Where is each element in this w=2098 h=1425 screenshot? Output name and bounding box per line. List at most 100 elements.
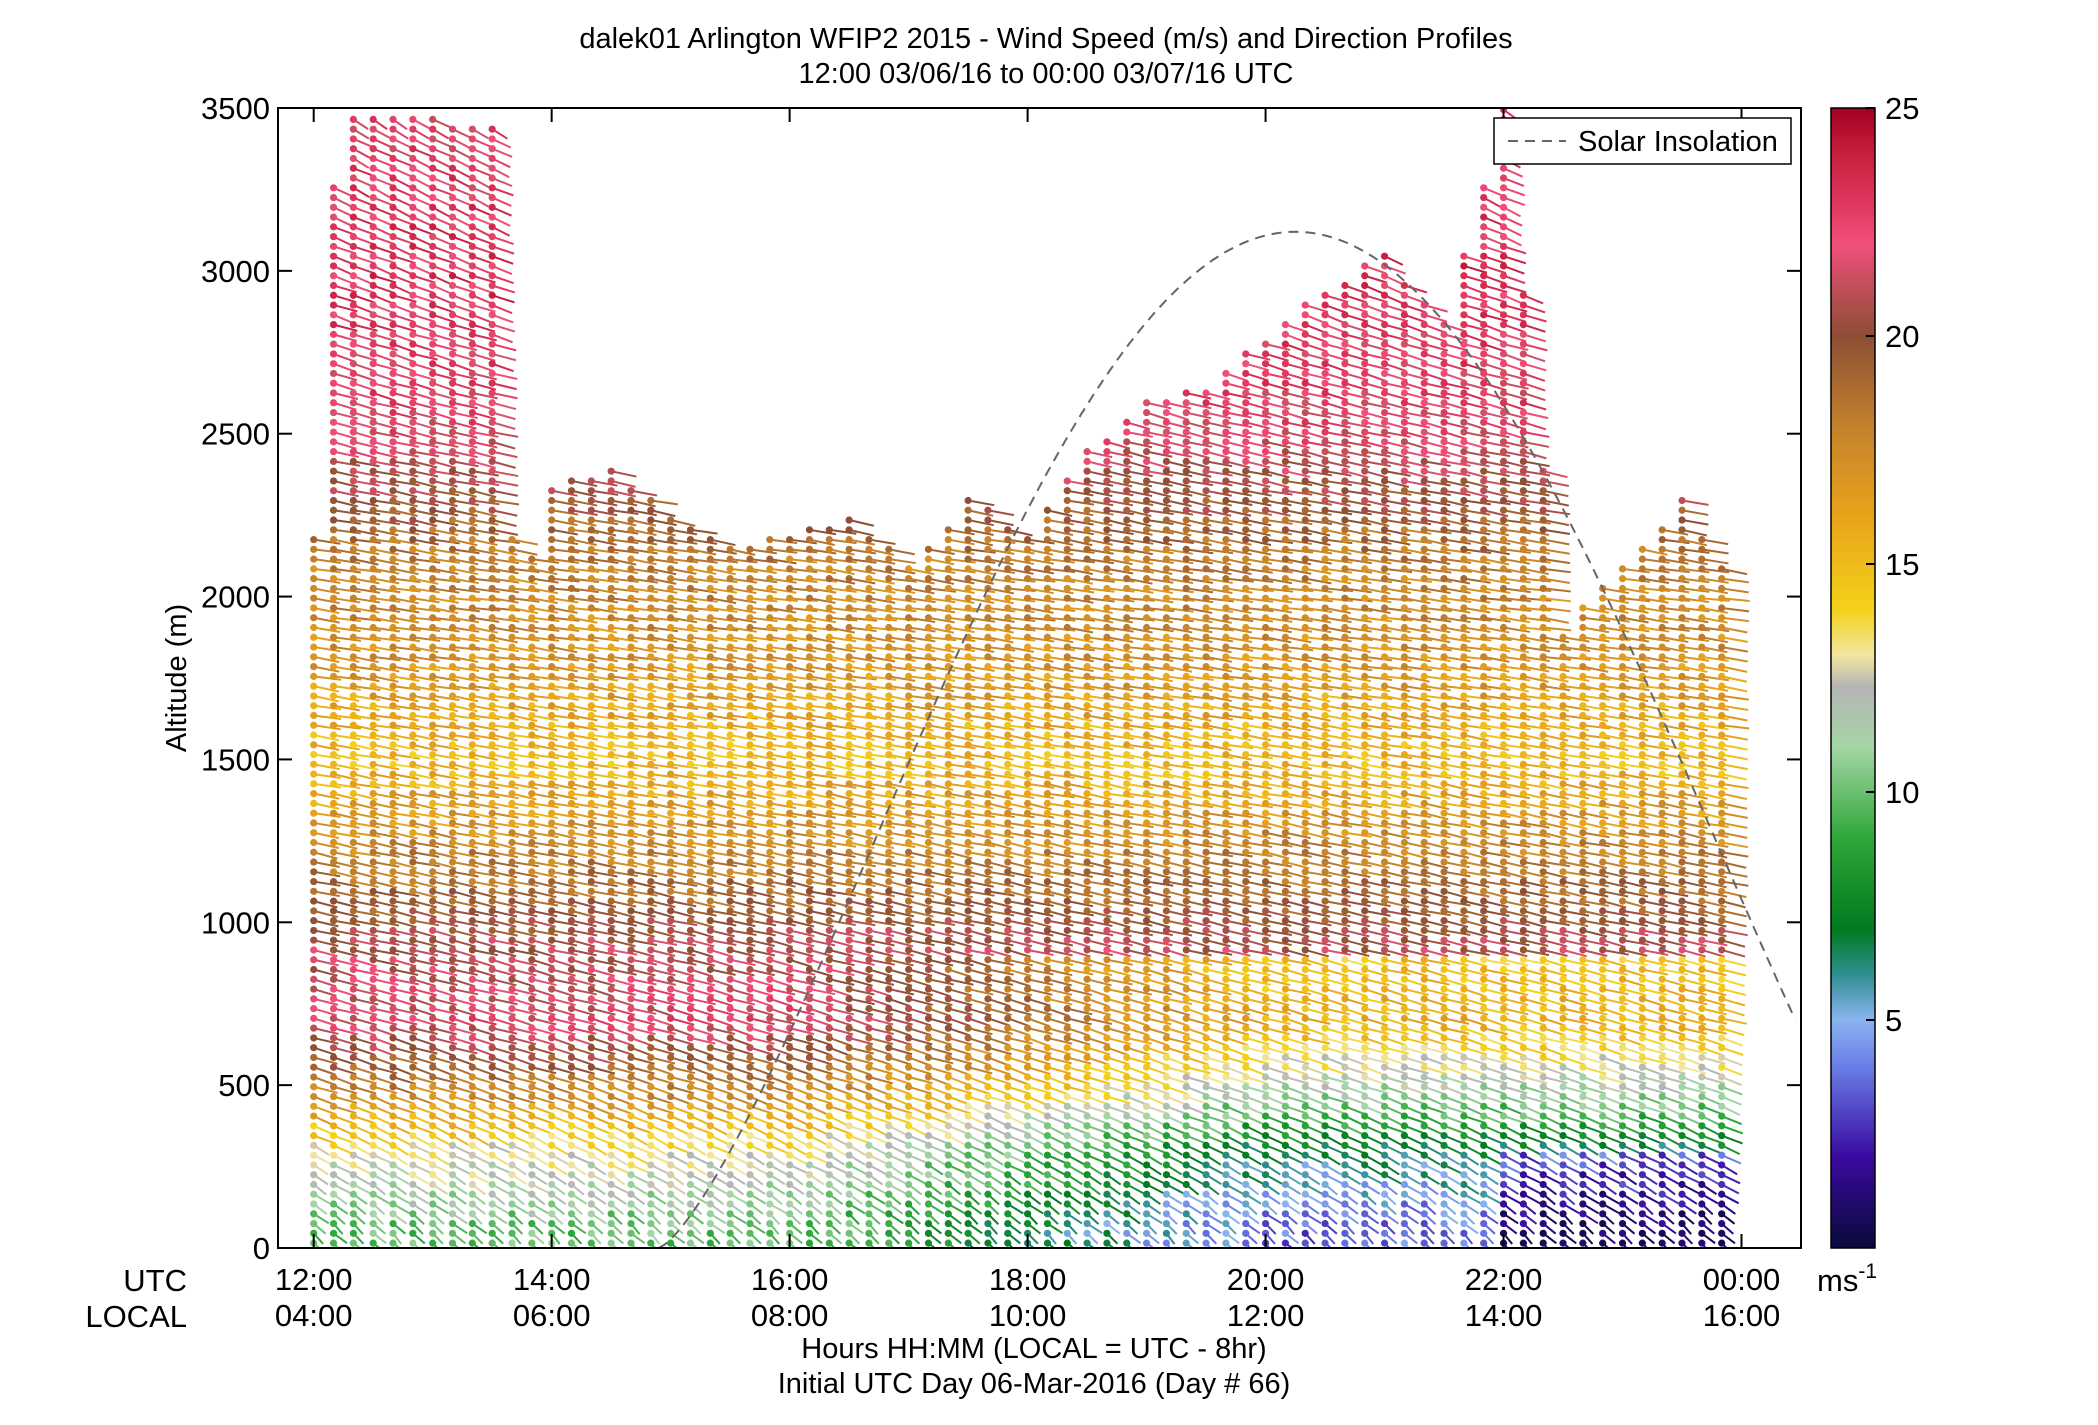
wind-barb-dot: [667, 877, 675, 886]
wind-barb-stick: [372, 1046, 395, 1057]
wind-barb-dot: [548, 604, 556, 612]
wind-barb-dot: [607, 1161, 615, 1169]
wind-barb-dot: [567, 633, 576, 641]
wind-barb-dot: [706, 663, 714, 671]
wind-barb-dot: [805, 750, 814, 759]
wind-barb-dot: [686, 877, 695, 886]
wind-barb-stick: [392, 548, 419, 556]
wind-barb-dot: [825, 848, 833, 856]
wind-barb-stick: [392, 606, 420, 614]
wind-barb-stick: [353, 362, 376, 373]
wind-barb-dot: [825, 1073, 833, 1081]
wind-barb-stick: [313, 763, 340, 771]
wind-barb-dot: [528, 750, 536, 759]
wind-barb-stick: [591, 929, 618, 937]
wind-barb-dot: [786, 858, 794, 866]
wind-barb-dot: [369, 1073, 377, 1081]
wind-barb-stick: [531, 919, 557, 928]
wind-barb-dot: [528, 877, 536, 886]
wind-barb-dot: [746, 702, 754, 710]
wind-barb-stick: [531, 909, 558, 918]
wind-barb-dot: [746, 1102, 754, 1110]
wind-barb-dot: [726, 770, 734, 778]
wind-barb-dot: [686, 829, 695, 837]
wind-barb-dot: [587, 926, 595, 935]
wind-barb-dot: [429, 721, 437, 729]
wind-barb-stick: [333, 665, 360, 673]
wind-barb-dot: [349, 545, 357, 553]
wind-barb-dot: [746, 956, 754, 964]
wind-barb-dot: [389, 877, 397, 886]
wind-barb-dot: [528, 1219, 536, 1228]
wind-barb-dot: [349, 956, 357, 964]
wind-barb-stick: [412, 626, 441, 633]
wind-barb-stick: [353, 694, 381, 702]
wind-barb-stick: [491, 870, 518, 879]
wind-barb-dot: [429, 760, 437, 768]
wind-barb-stick: [353, 714, 380, 722]
wind-barb-dot: [389, 1053, 397, 1062]
wind-barb-stick: [551, 1085, 574, 1096]
wind-barb-stick: [392, 714, 419, 722]
wind-barb-dot: [310, 535, 318, 544]
wind-barb-dot: [349, 516, 357, 524]
wind-barb-dot: [488, 1053, 496, 1062]
wind-barb-dot: [409, 526, 417, 534]
wind-barb-dot: [647, 819, 655, 827]
wind-barb-dot: [488, 995, 496, 1003]
wind-barb-dot: [726, 936, 734, 944]
wind-barb-dot: [706, 917, 714, 925]
wind-barb-stick: [432, 509, 459, 517]
wind-barb-dot: [310, 1102, 318, 1110]
wind-barb-dot: [627, 995, 635, 1003]
wind-barb-stick: [432, 421, 458, 430]
wind-barb-stick: [491, 382, 517, 391]
wind-barb-stick: [610, 763, 638, 770]
wind-barb-dot: [766, 1229, 774, 1237]
wind-barb-stick: [452, 714, 480, 721]
wind-barb-dot: [667, 1210, 675, 1218]
wind-barb-dot: [786, 917, 794, 925]
wind-barb-dot: [468, 584, 476, 593]
wind-barb-stick: [373, 655, 401, 662]
wind-barb-dot: [349, 1210, 357, 1218]
wind-barb-stick: [491, 352, 517, 362]
wind-barb-stick: [551, 909, 578, 918]
wind-barb-dot: [647, 946, 655, 954]
wind-barb-dot: [567, 829, 576, 837]
wind-barb-stick: [472, 548, 499, 556]
wind-barb-stick: [511, 1105, 534, 1115]
wind-barb-dot: [647, 750, 655, 759]
wind-barb-dot: [429, 750, 437, 759]
wind-barb-dot: [746, 1044, 754, 1052]
wind-barb-stick: [491, 929, 518, 937]
wind-barb-dot: [369, 1014, 377, 1022]
wind-barb-dot: [488, 213, 496, 221]
wind-barb-stick: [313, 949, 338, 958]
wind-barb-dot: [607, 555, 615, 563]
wind-barb-dot: [746, 946, 754, 954]
wind-barb-dot: [647, 1180, 655, 1189]
wind-barb-dot: [369, 350, 377, 358]
wind-barb-dot: [488, 663, 496, 671]
wind-barb-stick: [373, 567, 400, 575]
wind-barb-dot: [686, 819, 695, 827]
wind-barb-stick: [333, 1115, 355, 1125]
wind-barb-stick: [392, 411, 418, 420]
chart-title: dalek01 Arlington WFIP2 2015 - Wind Spee…: [579, 23, 1512, 55]
wind-barb-dot: [845, 995, 853, 1003]
wind-barb-stick: [372, 392, 396, 402]
wind-barb-stick: [313, 880, 341, 887]
wind-barb-dot: [369, 975, 377, 983]
wind-barb-dot: [667, 594, 675, 602]
wind-barb-dot: [706, 790, 714, 798]
wind-barb-dot: [409, 252, 417, 260]
wind-barb-stick: [471, 313, 493, 324]
wind-barb-stick: [392, 1027, 418, 1036]
wind-barb-stick: [471, 216, 493, 227]
wind-barb-stick: [471, 1085, 493, 1096]
wind-barb-stick: [491, 988, 519, 996]
wind-barb-stick: [551, 1056, 575, 1066]
wind-barb-dot: [627, 594, 635, 602]
wind-barb-dot: [389, 907, 397, 915]
